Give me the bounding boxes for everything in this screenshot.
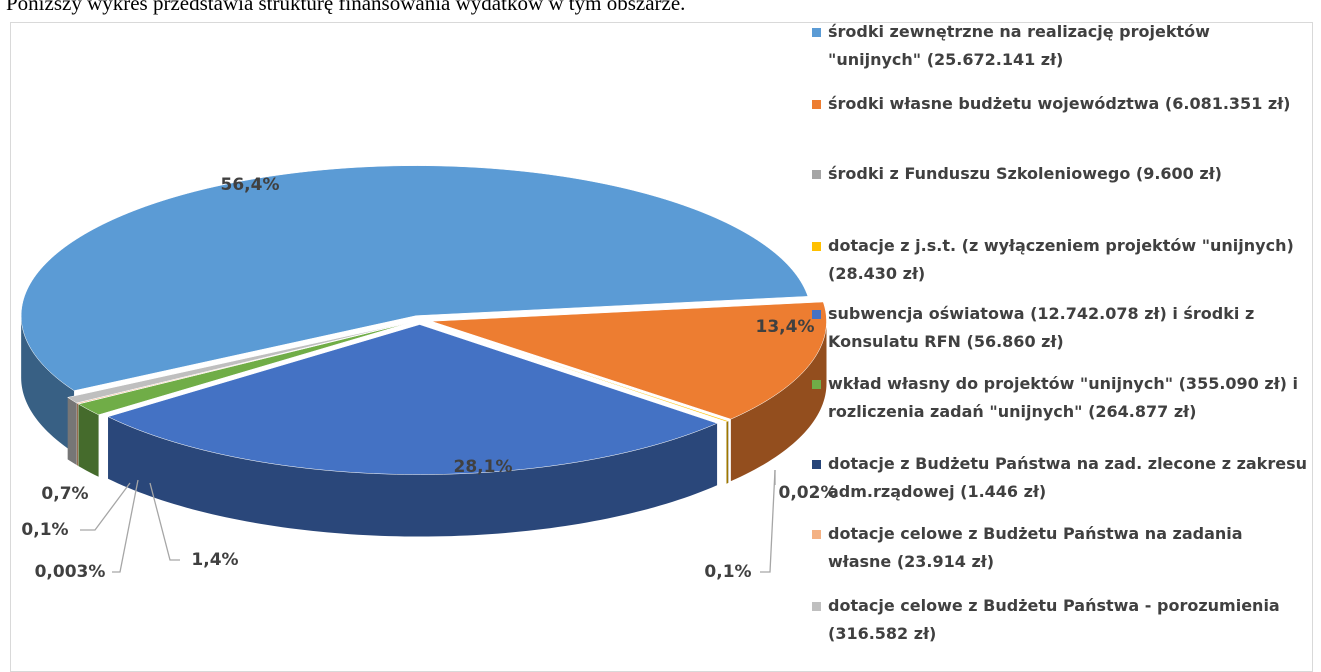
leader-line bbox=[112, 480, 138, 572]
legend-item: środki własne budżetu województwa (6.081… bbox=[812, 90, 1307, 118]
legend-label: wkład własny do projektów "unijnych" (35… bbox=[828, 374, 1298, 421]
leader-line bbox=[760, 470, 775, 572]
data-label: 0,1% bbox=[704, 562, 751, 582]
legend-swatch bbox=[812, 310, 821, 319]
legend-item: dotacje z j.s.t. (z wyłączeniem projektó… bbox=[812, 232, 1307, 288]
legend-item: dotacje z Budżetu Państwa na zad. zlecon… bbox=[812, 450, 1307, 506]
legend-label: dotacje z j.s.t. (z wyłączeniem projektó… bbox=[828, 236, 1294, 283]
slice-side bbox=[726, 421, 728, 484]
legend-label: środki zewnętrzne na realizację projektó… bbox=[828, 22, 1210, 69]
data-label: 0,1% bbox=[21, 520, 68, 540]
slice-side bbox=[77, 403, 78, 466]
legend-label: dotacje celowe z Budżetu Państwa - poroz… bbox=[828, 596, 1280, 643]
legend-label: środki własne budżetu województwa (6.081… bbox=[828, 94, 1290, 113]
slice-side bbox=[79, 404, 99, 477]
legend-item: subwencja oświatowa (12.742.078 zł) i śr… bbox=[812, 300, 1307, 356]
data-label: 56,4% bbox=[221, 175, 280, 195]
legend-label: środki z Funduszu Szkoleniowego (9.600 z… bbox=[828, 164, 1222, 183]
data-label: 0,003% bbox=[35, 562, 106, 582]
legend-swatch bbox=[812, 100, 821, 109]
data-label: 0,7% bbox=[41, 484, 88, 504]
data-label: 1,4% bbox=[191, 550, 238, 570]
legend-item: środki z Funduszu Szkoleniowego (9.600 z… bbox=[812, 160, 1307, 188]
legend-swatch bbox=[812, 242, 821, 251]
legend-swatch bbox=[812, 28, 821, 37]
slice-side bbox=[68, 397, 77, 465]
legend-label: dotacje celowe z Budżetu Państwa na zada… bbox=[828, 524, 1243, 571]
legend-swatch bbox=[812, 380, 821, 389]
legend-swatch bbox=[812, 530, 821, 539]
data-label: 28,1% bbox=[454, 457, 513, 477]
legend-swatch bbox=[812, 460, 821, 469]
legend-item: środki zewnętrzne na realizację projektó… bbox=[812, 18, 1307, 74]
legend-label: dotacje z Budżetu Państwa na zad. zlecon… bbox=[828, 454, 1307, 501]
legend-label: subwencja oświatowa (12.742.078 zł) i śr… bbox=[828, 304, 1254, 351]
legend-swatch bbox=[812, 170, 821, 179]
legend-item: dotacje celowe z Budżetu Państwa - poroz… bbox=[812, 592, 1307, 648]
legend-swatch bbox=[812, 602, 821, 611]
data-label: 13,4% bbox=[756, 317, 815, 337]
legend-item: wkład własny do projektów "unijnych" (35… bbox=[812, 370, 1307, 426]
legend-item: dotacje celowe z Budżetu Państwa na zada… bbox=[812, 520, 1307, 576]
